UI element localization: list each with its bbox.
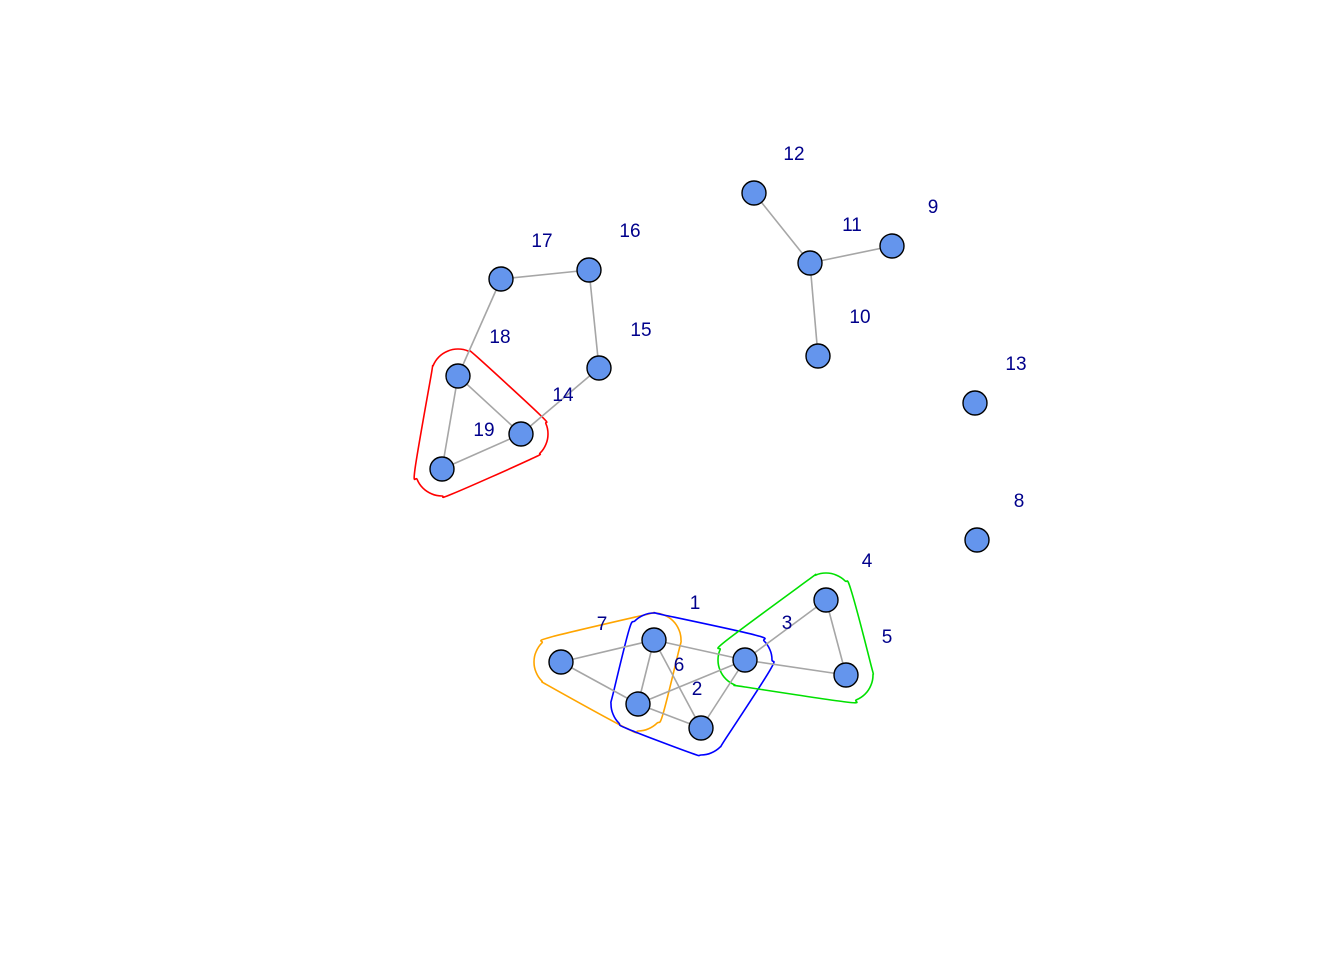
node-15 xyxy=(586,355,612,381)
edge-3-5 xyxy=(744,659,847,676)
node-7 xyxy=(548,649,574,675)
node-18 xyxy=(445,363,471,389)
node-5 xyxy=(833,662,859,688)
node-8 xyxy=(964,527,990,553)
group-hull-1-6-2-3 xyxy=(610,611,775,757)
node-label-4: 4 xyxy=(862,551,873,572)
node-label-8: 8 xyxy=(1014,491,1025,512)
node-label-16: 16 xyxy=(619,221,640,242)
edge-19-14 xyxy=(441,433,522,470)
node-label-19: 19 xyxy=(473,420,494,441)
node-4 xyxy=(813,587,839,613)
group-hulls xyxy=(413,348,875,757)
node-label-11: 11 xyxy=(842,215,862,236)
node-label-3: 3 xyxy=(782,613,793,634)
node-label-17: 17 xyxy=(531,231,552,252)
edge-1-7 xyxy=(560,639,655,663)
edge-16-15 xyxy=(588,269,600,369)
edge-1-3 xyxy=(653,639,746,661)
edge-15-14 xyxy=(520,367,600,435)
node-2 xyxy=(688,715,714,741)
nodes xyxy=(429,180,990,741)
node-label-15: 15 xyxy=(630,320,651,341)
node-12 xyxy=(741,180,767,206)
edge-17-16 xyxy=(500,269,590,280)
node-11 xyxy=(797,250,823,276)
node-1 xyxy=(641,627,667,653)
group-hull-18-19-14 xyxy=(413,348,549,499)
edge-4-5 xyxy=(825,599,847,676)
edge-18-14 xyxy=(457,375,522,435)
node-16 xyxy=(576,257,602,283)
edge-11-10 xyxy=(809,262,819,357)
edge-6-3 xyxy=(637,659,746,705)
node-label-13: 13 xyxy=(1005,354,1026,375)
node-label-5: 5 xyxy=(882,627,893,648)
edge-11-9 xyxy=(809,245,893,264)
node-label-10: 10 xyxy=(849,307,870,328)
node-9 xyxy=(879,233,905,259)
edge-18-19 xyxy=(441,375,459,470)
node-label-7: 7 xyxy=(597,614,608,635)
node-label-2: 2 xyxy=(692,679,703,700)
node-13 xyxy=(962,390,988,416)
node-label-1: 1 xyxy=(690,593,701,614)
edge-2-3 xyxy=(700,659,746,729)
node-19 xyxy=(429,456,455,482)
node-10 xyxy=(805,343,831,369)
group-hull-3-4-5 xyxy=(717,572,875,704)
node-label-9: 9 xyxy=(928,197,939,218)
node-label-14: 14 xyxy=(552,385,574,406)
node-17 xyxy=(488,266,514,292)
edge-1-2 xyxy=(653,639,702,729)
edge-17-18 xyxy=(457,278,502,377)
node-6 xyxy=(625,691,651,717)
node-3 xyxy=(732,647,758,673)
node-label-18: 18 xyxy=(489,327,510,348)
node-label-12: 12 xyxy=(783,144,804,165)
edge-11-12 xyxy=(753,192,811,264)
edge-6-7 xyxy=(560,661,639,705)
edge-3-4 xyxy=(744,599,827,661)
node-14 xyxy=(508,421,534,447)
node-label-6: 6 xyxy=(674,655,685,676)
group-hull-7-1-6 xyxy=(533,611,682,734)
